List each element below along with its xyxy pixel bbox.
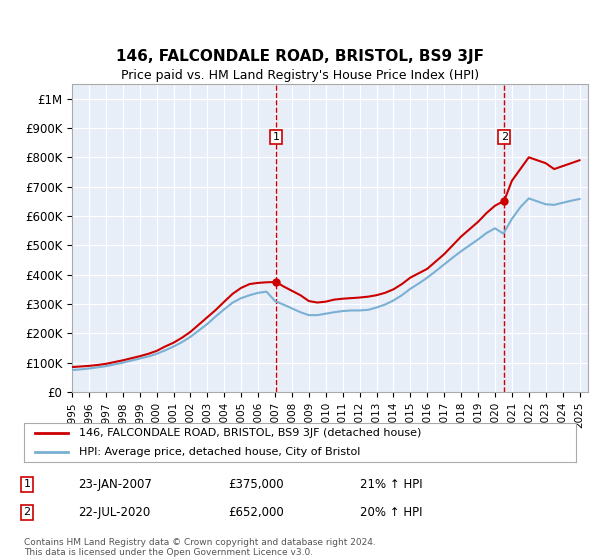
Text: 20% ↑ HPI: 20% ↑ HPI	[360, 506, 422, 519]
Text: 2: 2	[23, 507, 31, 517]
Text: 146, FALCONDALE ROAD, BRISTOL, BS9 3JF: 146, FALCONDALE ROAD, BRISTOL, BS9 3JF	[116, 49, 484, 63]
Text: 21% ↑ HPI: 21% ↑ HPI	[360, 478, 422, 491]
Text: HPI: Average price, detached house, City of Bristol: HPI: Average price, detached house, City…	[79, 447, 361, 457]
Text: 146, FALCONDALE ROAD, BRISTOL, BS9 3JF (detached house): 146, FALCONDALE ROAD, BRISTOL, BS9 3JF (…	[79, 428, 422, 437]
Text: 22-JUL-2020: 22-JUL-2020	[78, 506, 150, 519]
Text: 1: 1	[272, 132, 280, 142]
Text: £652,000: £652,000	[228, 506, 284, 519]
Text: 2: 2	[500, 132, 508, 142]
Text: Price paid vs. HM Land Registry's House Price Index (HPI): Price paid vs. HM Land Registry's House …	[121, 69, 479, 82]
Text: Contains HM Land Registry data © Crown copyright and database right 2024.
This d: Contains HM Land Registry data © Crown c…	[24, 538, 376, 557]
Text: £375,000: £375,000	[228, 478, 284, 491]
Text: 23-JAN-2007: 23-JAN-2007	[78, 478, 152, 491]
Text: 1: 1	[23, 479, 31, 489]
